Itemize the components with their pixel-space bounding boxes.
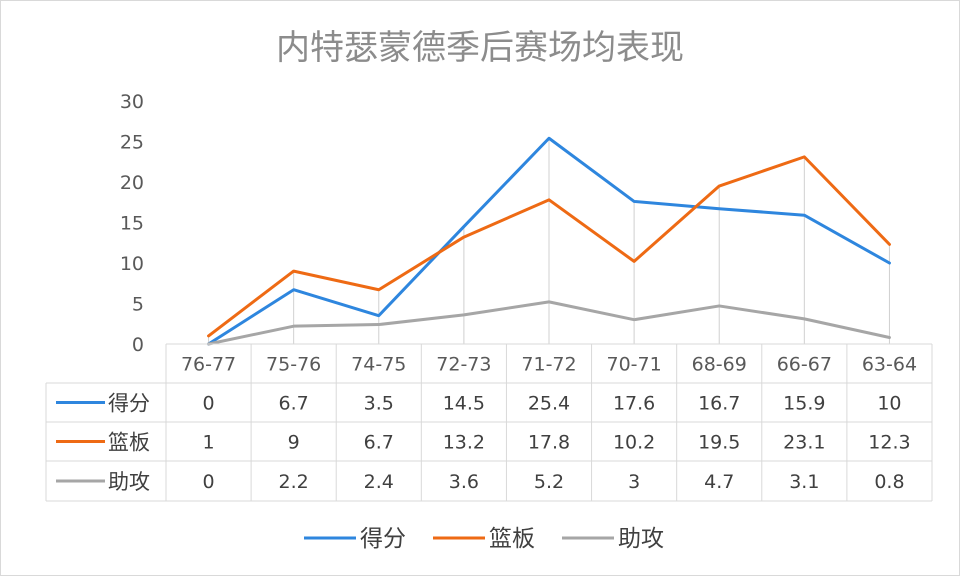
y-tick-label: 30 [120, 91, 144, 113]
table-row-label: 篮板 [108, 431, 150, 455]
x-tick-label: 66-67 [777, 354, 832, 376]
data-label: 0 [203, 393, 215, 415]
data-label: 15.9 [783, 393, 825, 415]
data-label: 23.1 [783, 432, 825, 454]
y-tick-label: 10 [120, 253, 144, 275]
data-label: 14.5 [443, 393, 485, 415]
data-label: 3.5 [364, 393, 394, 415]
y-tick-label: 20 [120, 172, 144, 194]
data-label: 10.2 [613, 432, 655, 454]
y-tick-label: 15 [120, 213, 144, 235]
x-tick-label: 75-76 [266, 354, 321, 376]
data-label: 3.6 [449, 471, 479, 493]
table-row-label: 得分 [108, 392, 150, 416]
data-label: 16.7 [698, 393, 740, 415]
data-label: 3 [628, 471, 640, 493]
x-tick-label: 71-72 [521, 354, 576, 376]
data-label: 13.2 [443, 432, 485, 454]
data-label: 4.7 [704, 471, 734, 493]
x-tick-label: 70-71 [607, 354, 662, 376]
x-tick-label: 68-69 [692, 354, 747, 376]
table-row-label: 助攻 [108, 470, 150, 494]
chart-title: 内特瑟蒙德季后赛场均表现 [276, 28, 684, 68]
series-line-1 [207, 136, 891, 346]
x-tick-label: 76-77 [181, 354, 236, 376]
data-label: 0.8 [874, 471, 904, 493]
legend-label: 助攻 [618, 526, 664, 552]
data-label: 17.6 [613, 393, 655, 415]
data-label: 5.2 [534, 471, 564, 493]
series-line-3 [207, 300, 891, 346]
data-label: 2.4 [364, 471, 394, 493]
data-label: 6.7 [364, 432, 394, 454]
data-label: 10 [877, 393, 901, 415]
data-label: 3.1 [789, 471, 819, 493]
series-line-2 [207, 155, 891, 338]
data-label: 2.2 [279, 471, 309, 493]
y-tick-label: 0 [132, 334, 144, 356]
data-label: 25.4 [528, 393, 570, 415]
data-label: 12.3 [868, 432, 910, 454]
legend-label: 篮板 [489, 526, 535, 552]
data-label: 17.8 [528, 432, 570, 454]
data-label: 19.5 [698, 432, 740, 454]
data-label: 6.7 [279, 393, 309, 415]
data-label: 0 [203, 471, 215, 493]
y-tick-label: 25 [120, 132, 144, 154]
data-label: 1 [203, 432, 215, 454]
data-label: 9 [288, 432, 300, 454]
y-tick-label: 5 [132, 294, 144, 316]
x-tick-label: 74-75 [351, 354, 406, 376]
legend-label: 得分 [360, 526, 406, 552]
x-tick-label: 63-64 [862, 354, 917, 376]
x-tick-label: 72-73 [436, 354, 491, 376]
